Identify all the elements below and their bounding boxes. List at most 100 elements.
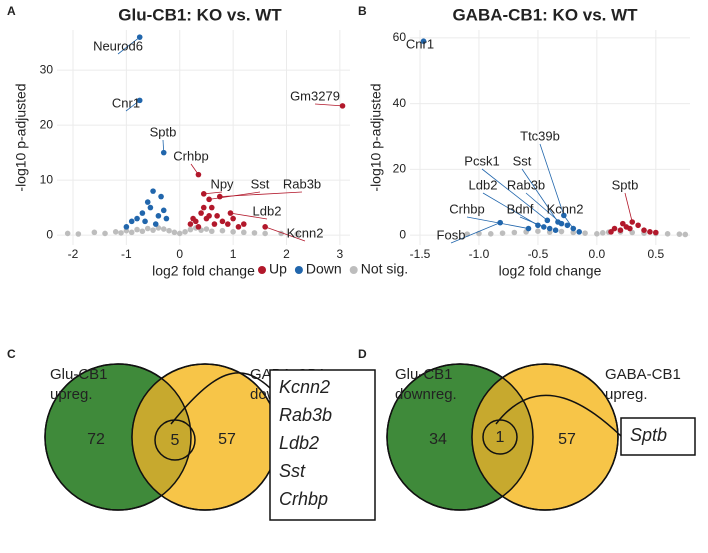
gene-name: Crhbp (279, 489, 328, 509)
set-name: downreg. (395, 386, 457, 403)
label-leader (219, 191, 303, 198)
data-point (102, 230, 108, 237)
point-label: Npy (210, 176, 234, 191)
label-leader (624, 192, 633, 223)
x-tick-label: -1.0 (469, 247, 490, 261)
point-label: Fosb (437, 227, 466, 242)
label-leader (203, 191, 223, 195)
data-point (75, 231, 82, 237)
data-point (208, 228, 215, 235)
label-leader (125, 100, 140, 112)
point-label: Cnr1 (406, 36, 434, 51)
data-point (160, 207, 167, 214)
overlap-count: 5 (171, 432, 180, 449)
set-outline (471, 363, 619, 511)
legend-marker (294, 266, 303, 274)
data-point (176, 230, 183, 237)
y-axis-label: -log10 p-adjusted (368, 83, 384, 191)
data-point (620, 220, 626, 227)
label-leader (564, 216, 574, 229)
set-name: Glu-CB1 (50, 366, 108, 383)
point-label: Kcnn2 (287, 225, 324, 240)
overlap (132, 364, 191, 510)
label-leader (190, 163, 199, 175)
connector (495, 394, 622, 437)
x-axis-label: log2 fold change (499, 263, 602, 279)
data-point (91, 229, 98, 236)
x-tick-label: -1.5 (410, 247, 431, 261)
data-point (203, 226, 210, 232)
legend-label: Not sig. (361, 261, 408, 277)
label-leader (314, 103, 343, 107)
data-point (206, 213, 212, 219)
label-leader (450, 222, 501, 244)
gene-name: Sst (279, 461, 306, 481)
panel-letter: B (358, 4, 367, 18)
data-point (240, 229, 247, 236)
data-point (617, 227, 624, 234)
point-label: Crhbp (449, 201, 484, 216)
data-point (552, 227, 559, 234)
point-label: Bdnf (507, 201, 534, 216)
label-leader (230, 212, 268, 220)
data-point (123, 227, 130, 234)
label-leader (162, 139, 165, 153)
legend-marker (349, 266, 358, 274)
data-point (576, 229, 582, 235)
data-point (144, 199, 151, 205)
point-label: Crhbp (173, 148, 208, 163)
y-axis-label: -log10 p-adjusted (13, 83, 29, 191)
data-point (570, 229, 577, 236)
x-tick-label: 1 (230, 247, 237, 261)
point-label: Sptb (612, 177, 639, 192)
data-point (142, 218, 148, 225)
data-point (150, 188, 156, 194)
point-label: Ldb2 (253, 203, 282, 218)
data-point (599, 230, 606, 236)
data-point (219, 218, 226, 225)
data-point (152, 221, 159, 227)
data-point (611, 225, 618, 232)
data-point (224, 221, 231, 227)
data-point (158, 193, 164, 200)
data-point (230, 229, 236, 235)
point-label: Rab3b (507, 177, 545, 192)
data-point (487, 231, 494, 237)
point-label: Ldb2 (469, 177, 498, 192)
data-point (198, 210, 204, 216)
chart-title: GABA-CB1: KO vs. WT (452, 5, 638, 24)
panel-letter: D (358, 347, 367, 361)
data-point (155, 213, 162, 219)
data-point (582, 230, 588, 236)
data-point (112, 229, 119, 235)
data-point (128, 218, 135, 225)
x-tick-label: -0.5 (528, 247, 549, 261)
point-label: Sst (251, 176, 270, 191)
gene-name: Ldb2 (279, 433, 319, 453)
data-point (676, 231, 683, 237)
data-point (192, 218, 199, 225)
data-point (211, 221, 218, 227)
data-point (214, 213, 220, 219)
label-leader (482, 192, 539, 226)
gene-box (620, 417, 696, 456)
data-point (150, 227, 156, 233)
panel-letter: C (7, 347, 16, 361)
y-tick-label: 0 (399, 227, 406, 241)
data-point (627, 225, 633, 232)
data-point (497, 219, 503, 226)
label-leader (521, 168, 559, 223)
gene-name: Kcnn2 (279, 377, 330, 397)
data-point (664, 231, 671, 237)
data-point (641, 227, 647, 234)
gene-name: Rab3b (279, 405, 332, 425)
label-leader (466, 216, 529, 229)
y-tick-label: 10 (40, 172, 54, 186)
data-point (262, 230, 268, 237)
panel-letter: A (7, 4, 16, 18)
data-point (511, 229, 518, 236)
data-point (235, 224, 242, 230)
data-point (208, 204, 215, 211)
set-count: 57 (218, 431, 236, 448)
